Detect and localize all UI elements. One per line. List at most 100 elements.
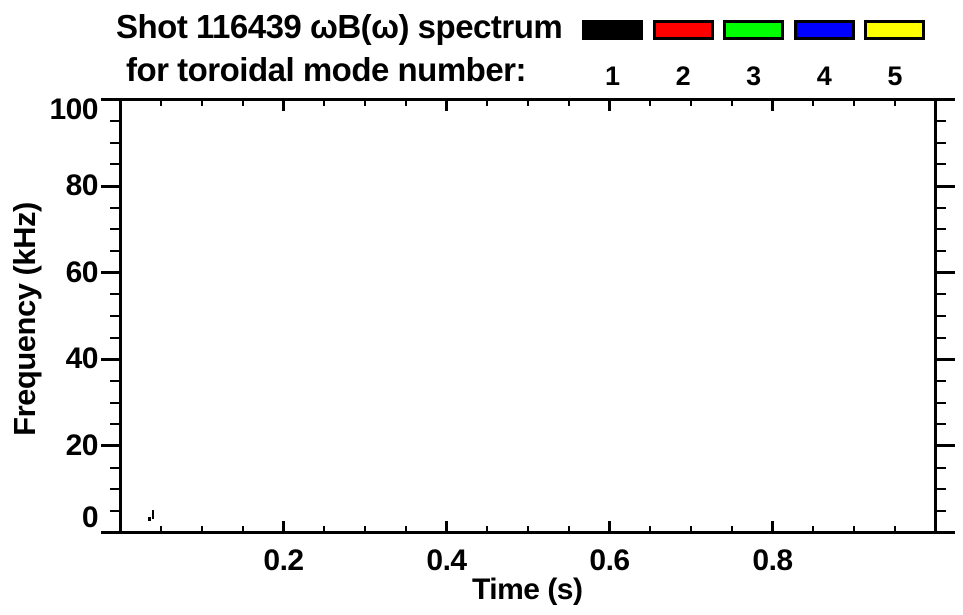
y-tick-label: 60 (65, 255, 99, 289)
x-axis-top-minor-tick (690, 101, 692, 106)
y-axis-right-minor-tick (937, 509, 946, 512)
x-axis-minor-tick (893, 526, 896, 531)
y-tick-label: 100 (49, 92, 98, 126)
x-tick-label: 0.8 (752, 544, 793, 577)
y-tick-label: 20 (65, 428, 99, 462)
y-axis-right-major-tick (937, 98, 955, 101)
legend-swatch-n5 (864, 20, 926, 40)
legend-label-n3: 3 (746, 61, 762, 91)
y-axis-right-major-tick (937, 271, 955, 275)
y-axis-minor-tick (110, 120, 119, 123)
y-axis-minor-tick (110, 466, 119, 469)
y-axis-minor-tick (110, 163, 119, 166)
y-axis-major-tick (101, 184, 119, 188)
y-axis-minor-tick (110, 141, 119, 144)
x-axis-top-minor-tick (404, 101, 407, 106)
x-axis-top-major-tick (282, 101, 285, 111)
y-axis-right-minor-tick (937, 206, 946, 209)
y-axis-minor-tick (110, 250, 119, 253)
y-axis-minor-tick (110, 379, 119, 382)
x-axis-top-major-tick (445, 101, 448, 111)
x-axis-top-minor-tick (201, 101, 203, 106)
x-axis-top-major-tick (608, 101, 611, 111)
y-axis-right-minor-tick (937, 466, 946, 469)
y-axis-title: Frequency (kHz) (7, 202, 42, 436)
x-axis-title: Time (s) (472, 573, 583, 606)
legend-label-n4: 4 (816, 61, 832, 91)
y-axis-right-major-tick (937, 184, 955, 188)
y-axis-right-major-tick (937, 357, 955, 361)
y-axis-right-minor-tick (937, 250, 946, 253)
x-axis-minor-tick (323, 526, 326, 531)
x-axis-minor-tick (201, 526, 203, 531)
x-axis-top-minor-tick (323, 101, 326, 106)
y-axis-major-tick (101, 357, 119, 361)
chart-title-line1: Shot 116439 ωB(ω) spectrum (116, 8, 563, 45)
y-axis-minor-tick (110, 488, 119, 491)
y-tick-label: 80 (65, 169, 99, 203)
x-axis-top-minor-tick (567, 101, 570, 106)
x-tick-label: 0.2 (263, 544, 304, 577)
y-axis-right-minor-tick (937, 379, 946, 382)
x-axis-minor-tick (486, 526, 489, 531)
x-axis-minor-tick (527, 526, 529, 531)
y-axis-minor-tick (110, 509, 119, 512)
x-axis-top-minor-tick (364, 101, 366, 106)
y-axis-minor-tick (110, 315, 119, 317)
y-axis-major-tick (101, 271, 119, 275)
legend-swatch-n2 (652, 20, 714, 40)
x-axis-top-minor-tick (893, 101, 896, 106)
y-axis-right-minor-tick (937, 120, 946, 123)
x-axis-major-tick (608, 521, 611, 531)
x-axis-minor-tick (730, 526, 733, 531)
y-axis-minor-tick (110, 401, 119, 404)
legend-swatch-n3 (723, 20, 785, 40)
y-axis-right-minor-tick (937, 488, 946, 491)
x-axis-major-tick (771, 521, 774, 531)
y-tick-label: 0 (81, 500, 99, 534)
x-axis-top-minor-tick (527, 101, 529, 106)
y-tick-label: 40 (65, 342, 99, 376)
x-axis-major-tick (445, 521, 448, 531)
x-axis-top-minor-tick (730, 101, 733, 106)
x-axis-top-major-tick (771, 101, 774, 111)
x-axis-top-minor-tick (812, 101, 815, 106)
x-axis-minor-tick (853, 526, 855, 531)
y-axis-right-minor-tick (937, 401, 946, 404)
y-axis-minor-tick (110, 336, 119, 339)
y-axis-right-minor-tick (937, 228, 946, 231)
y-axis-right-minor-tick (937, 163, 946, 166)
legend-swatch-n1 (582, 20, 643, 40)
y-axis-minor-tick (110, 228, 119, 231)
plot-frame (119, 98, 937, 534)
y-axis-right-minor-tick (937, 141, 946, 144)
y-axis-right-minor-tick (937, 315, 946, 317)
x-axis-minor-tick (567, 526, 570, 531)
x-axis-minor-tick (812, 526, 815, 531)
x-axis-top-minor-tick (853, 101, 855, 106)
y-axis-minor-tick (110, 423, 119, 426)
legend-label-n2: 2 (675, 61, 691, 91)
y-axis-right-major-tick (937, 444, 955, 448)
legend-label-n5: 5 (887, 61, 903, 91)
x-axis-top-minor-tick (241, 101, 244, 106)
x-axis-minor-tick (160, 526, 163, 531)
x-axis-minor-tick (690, 526, 692, 531)
x-axis-major-tick (282, 521, 285, 531)
y-axis-right-major-tick (937, 531, 955, 534)
y-axis-right-minor-tick (937, 293, 946, 296)
x-axis-minor-tick (364, 526, 366, 531)
data-mark-n1 (147, 516, 151, 521)
y-axis-minor-tick (110, 293, 119, 296)
y-axis-minor-tick (110, 206, 119, 209)
x-axis-top-minor-tick (649, 101, 652, 106)
x-axis-minor-tick (241, 526, 244, 531)
x-tick-label: 0.6 (589, 544, 630, 577)
y-axis-major-tick (101, 444, 119, 448)
y-axis-right-minor-tick (937, 423, 946, 426)
legend-swatch-n4 (793, 20, 855, 40)
chart-title-line2: for toroidal mode number: (126, 51, 527, 88)
x-tick-label: 0.4 (426, 544, 467, 577)
x-axis-top-minor-tick (486, 101, 489, 106)
